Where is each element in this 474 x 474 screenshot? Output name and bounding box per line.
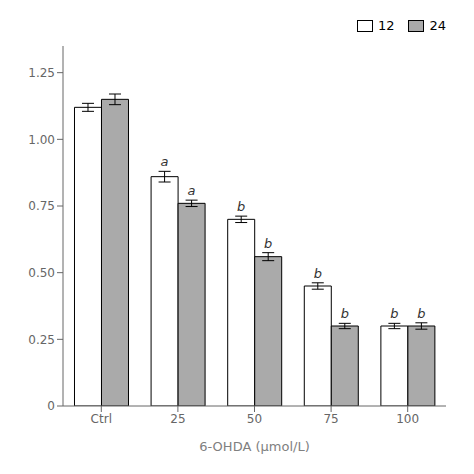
svg-text:25: 25 — [170, 412, 185, 426]
svg-text:100: 100 — [396, 412, 419, 426]
svg-text:b: b — [390, 306, 398, 321]
svg-text:a: a — [161, 154, 169, 169]
html-text:24: 24 — [429, 18, 446, 33]
svg-text:0.25: 0.25 — [28, 333, 55, 347]
svg-text:1.00: 1.00 — [28, 133, 55, 147]
svg-text:1.25: 1.25 — [28, 66, 55, 80]
svg-text:b: b — [237, 199, 245, 214]
svg-text:a: a — [188, 183, 196, 198]
svg-text:b: b — [341, 306, 349, 321]
svg-text:Ctrl: Ctrl — [91, 412, 112, 426]
html-text:12: 12 — [377, 18, 395, 33]
svg-text:0.50: 0.50 — [28, 266, 55, 280]
svg-text:b: b — [314, 266, 322, 281]
svg-text:50: 50 — [247, 412, 262, 426]
svg-text:b: b — [264, 236, 272, 251]
svg-text:0: 0 — [47, 399, 55, 413]
svg-text:0.75: 0.75 — [28, 199, 55, 213]
svg-text:6-OHDA (μmol/L): 6-OHDA (μmol/L) — [199, 439, 309, 454]
svg-text:75: 75 — [323, 412, 338, 426]
svg-text:b: b — [417, 306, 425, 321]
